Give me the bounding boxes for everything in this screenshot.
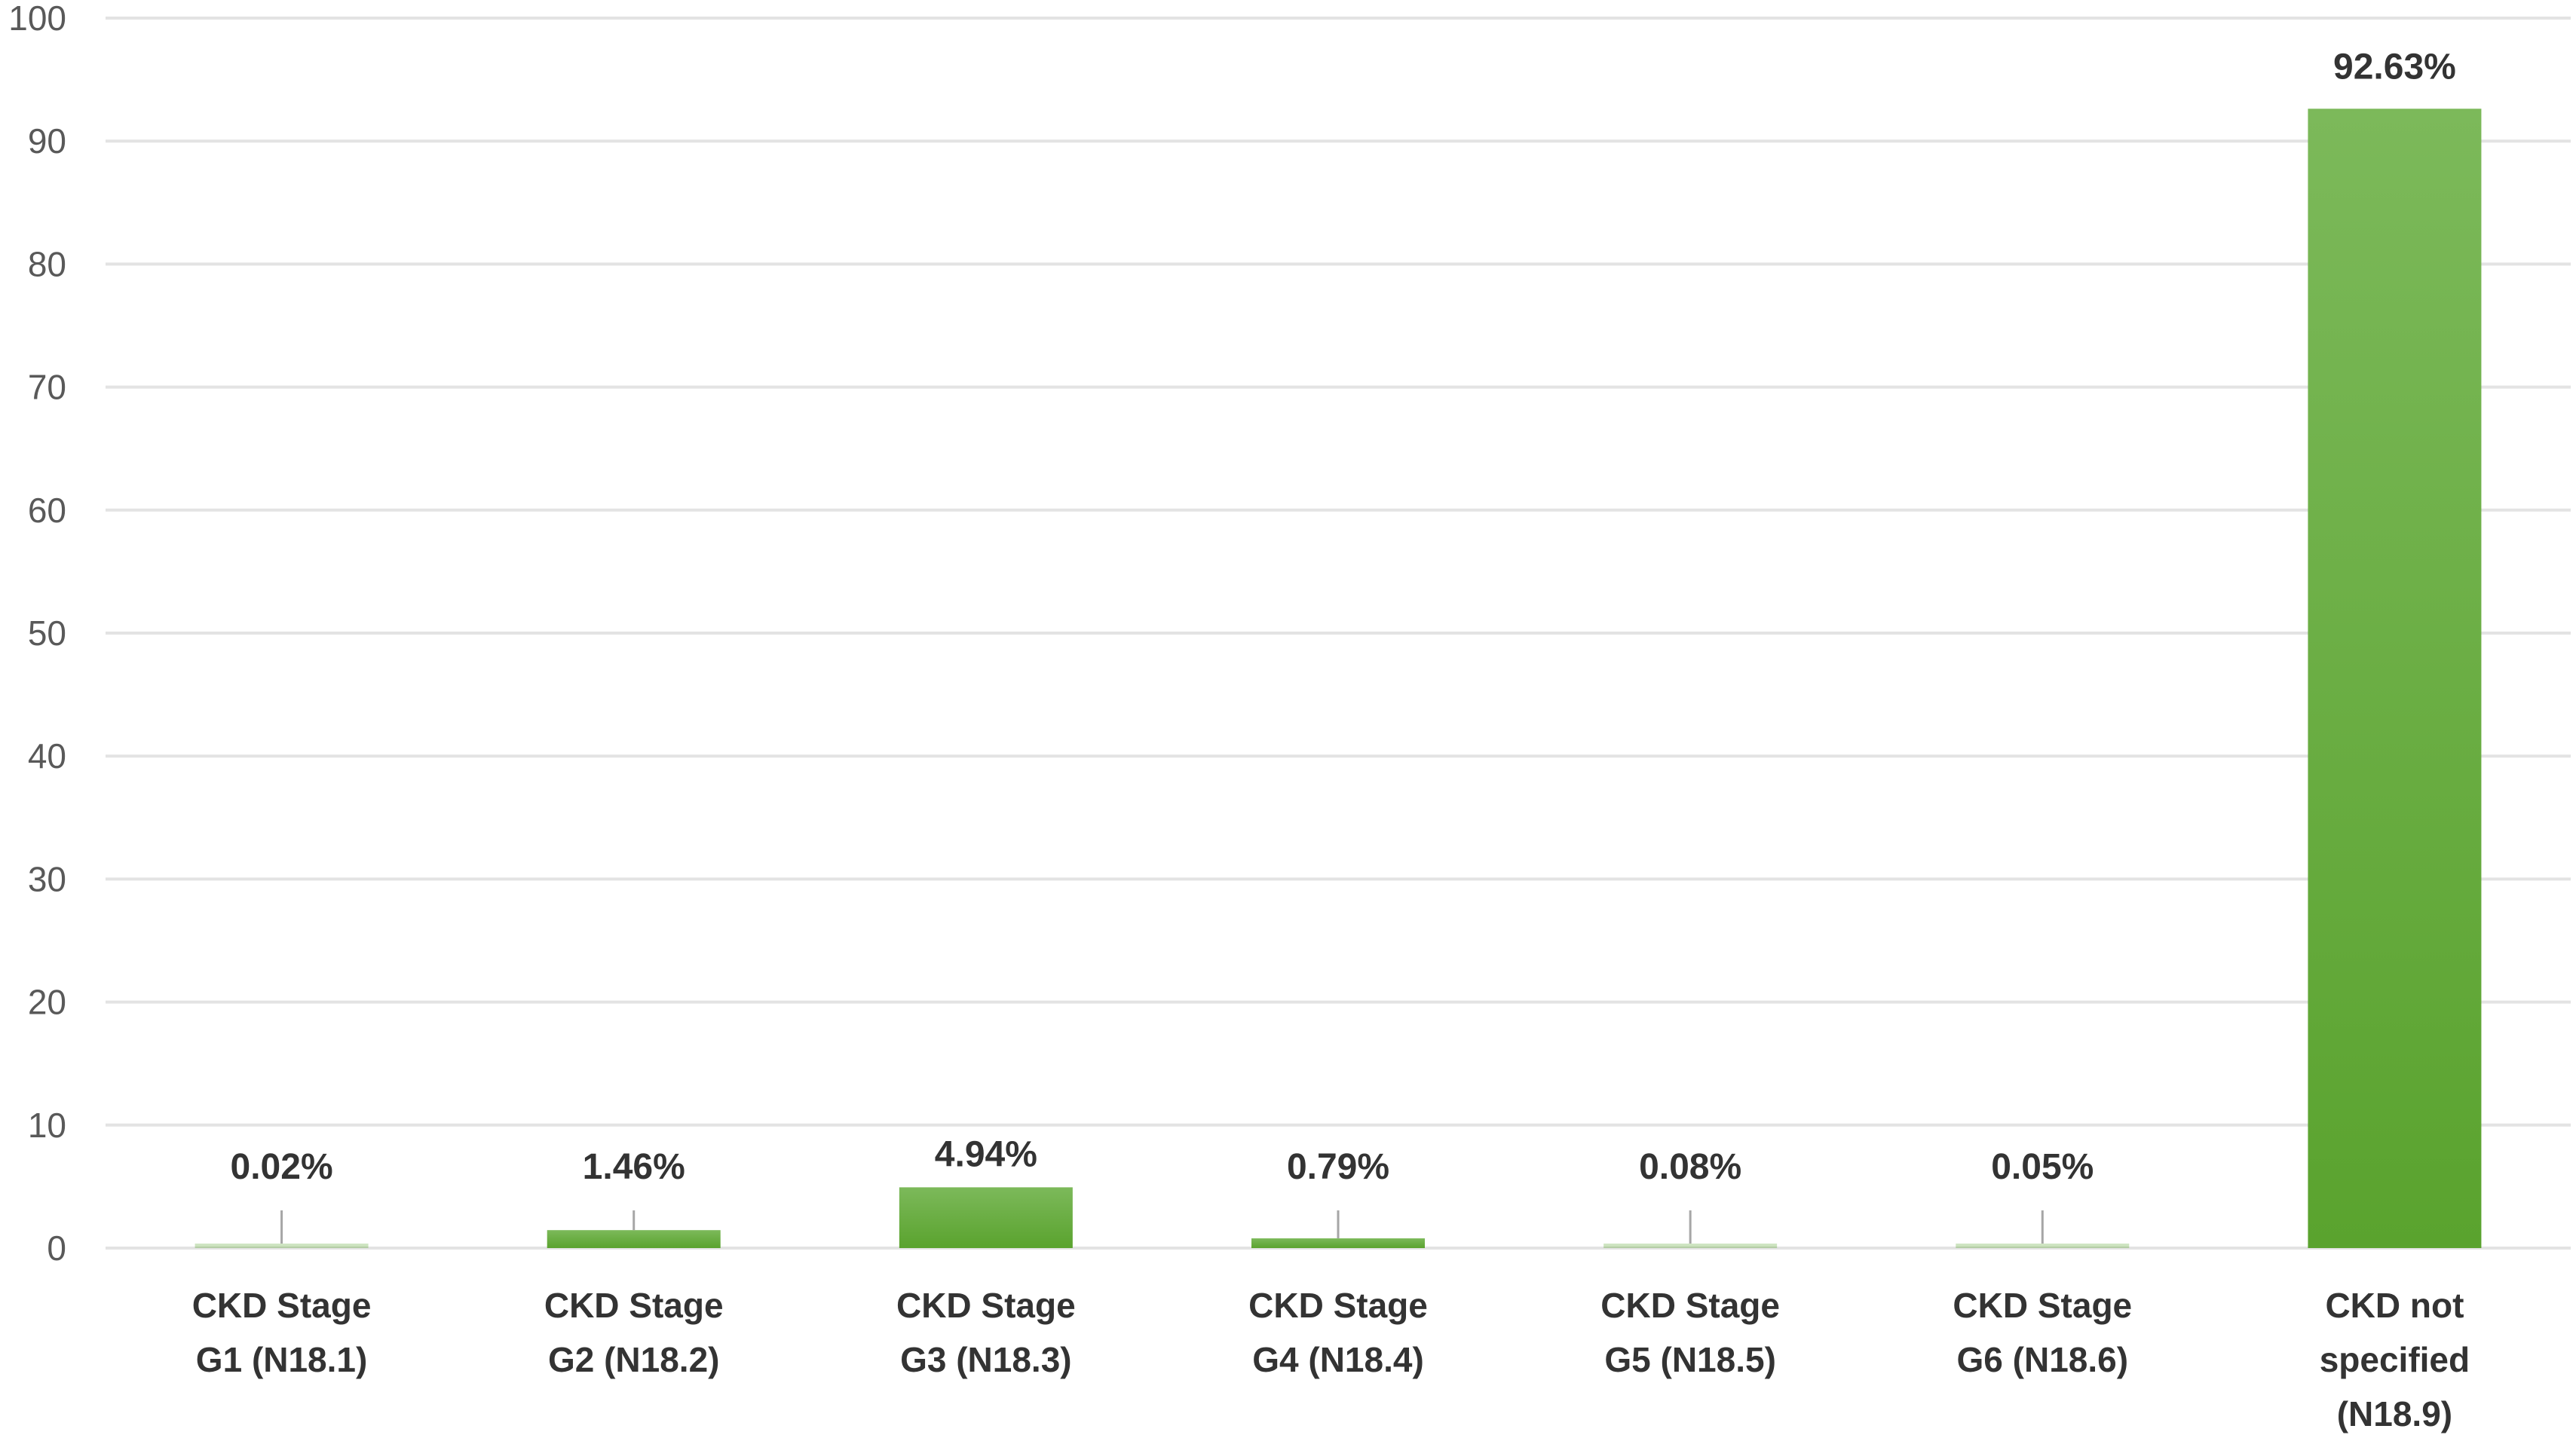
y-tick-label: 40 [28, 736, 66, 776]
x-tick-label-line: CKD Stage [544, 1286, 724, 1325]
bar-3 [899, 1187, 1073, 1248]
bar-7 [2308, 109, 2482, 1248]
x-tick-label-6: CKD Stage G6 (N18.6) [1953, 1286, 2132, 1379]
x-tick-label-line: (N18.9) [2337, 1394, 2452, 1433]
bars [195, 109, 2482, 1248]
y-tick-label: 70 [28, 368, 66, 407]
data-label-4: 0.79% [1287, 1147, 1389, 1187]
bar-2 [547, 1230, 721, 1248]
y-axis-ticks: 0 10 20 30 40 50 60 70 80 90 100 [8, 0, 66, 1268]
x-tick-label-5: CKD Stage G5 (N18.5) [1600, 1286, 1780, 1379]
data-label-1: 0.02% [231, 1147, 333, 1187]
x-tick-label-line: CKD Stage [896, 1286, 1076, 1325]
x-tick-label-line: G1 (N18.1) [196, 1340, 368, 1379]
x-tick-label-line: CKD Stage [192, 1286, 372, 1325]
leader-lines [280, 1210, 2044, 1244]
data-label-2: 1.46% [583, 1147, 685, 1187]
bar-5 [1603, 1244, 1778, 1248]
x-axis-ticks: CKD Stage G1 (N18.1)CKD Stage G2 (N18.2)CK… [192, 1286, 2470, 1433]
x-tick-label-line: specified [2320, 1340, 2470, 1379]
y-tick-label: 10 [28, 1106, 66, 1145]
x-tick-label-1: CKD Stage G1 (N18.1) [192, 1286, 372, 1379]
x-tick-label-line: G3 (N18.3) [900, 1340, 1072, 1379]
x-tick-label-line: CKD Stage [1248, 1286, 1428, 1325]
y-tick-label: 100 [8, 0, 66, 38]
x-tick-label-line: CKD Stage [1953, 1286, 2132, 1325]
x-tick-label-7: CKD not specified (N18.9) [2320, 1286, 2470, 1433]
y-tick-label: 30 [28, 859, 66, 898]
x-tick-label-3: CKD Stage G3 (N18.3) [896, 1286, 1076, 1379]
bar-1 [195, 1244, 369, 1248]
bar-6 [1956, 1244, 2130, 1248]
data-label-7: 92.63% [2333, 47, 2456, 87]
x-tick-label-line: CKD not [2325, 1286, 2464, 1325]
y-tick-label: 50 [28, 613, 66, 653]
x-tick-label-line: G4 (N18.4) [1252, 1340, 1424, 1379]
data-labels: 0.02% 1.46% 4.94% 0.79% 0.08% 0.05% 92.63% [231, 47, 2456, 1187]
bar-4 [1251, 1238, 1425, 1248]
y-tick-label: 80 [28, 244, 66, 283]
y-tick-label: 0 [47, 1228, 66, 1268]
gridlines [106, 17, 2571, 1250]
x-tick-label-line: CKD Stage [1600, 1286, 1780, 1325]
y-tick-label: 90 [28, 121, 66, 161]
data-label-5: 0.08% [1639, 1147, 1741, 1187]
y-tick-label: 20 [28, 983, 66, 1022]
x-tick-label-line: G2 (N18.2) [548, 1340, 720, 1379]
x-tick-label-4: CKD Stage G4 (N18.4) [1248, 1286, 1428, 1379]
data-label-3: 4.94% [935, 1134, 1037, 1174]
x-tick-label-2: CKD Stage G2 (N18.2) [544, 1286, 724, 1379]
y-tick-label: 60 [28, 491, 66, 530]
data-label-6: 0.05% [1991, 1147, 2094, 1187]
x-tick-label-line: G5 (N18.5) [1604, 1340, 1776, 1379]
x-tick-label-line: G6 (N18.6) [1957, 1340, 2129, 1379]
